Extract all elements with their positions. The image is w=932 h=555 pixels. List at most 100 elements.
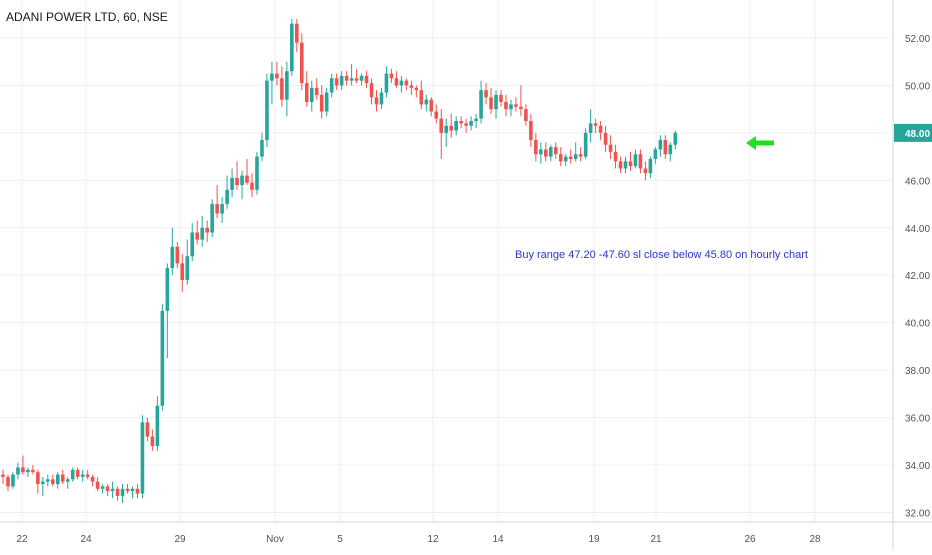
candle-body	[389, 73, 394, 79]
candle-body	[160, 310, 165, 406]
candle-body	[479, 90, 483, 119]
candle-body	[165, 268, 170, 311]
candle-body	[369, 83, 374, 98]
candle	[534, 132, 538, 162]
y-tick-label: 32.00	[905, 509, 930, 520]
candle-body	[180, 263, 185, 280]
candle	[379, 87, 384, 110]
candle-body	[334, 78, 339, 86]
candle	[165, 263, 170, 359]
candle	[295, 18, 299, 53]
last-price-label: 48.00	[905, 129, 930, 140]
candle	[613, 144, 618, 169]
last-price-tag	[894, 123, 932, 142]
candle	[230, 168, 234, 197]
candle	[673, 130, 678, 150]
candle-body	[205, 227, 209, 233]
candle-body	[16, 467, 20, 475]
candle-body	[354, 78, 359, 81]
candle-body	[130, 488, 135, 492]
candle-body	[314, 87, 319, 95]
candle	[1, 469, 5, 485]
candle	[255, 151, 259, 195]
candle-body	[349, 78, 354, 81]
candle	[21, 455, 25, 475]
annotations: Buy range 47.20 -47.60 sl close below 45…	[515, 136, 808, 261]
candle-body	[225, 189, 229, 205]
candle	[275, 61, 279, 86]
candle-body	[324, 92, 329, 112]
candle-body	[374, 97, 379, 105]
candle-body	[290, 23, 294, 72]
candle-body	[588, 123, 593, 133]
candle	[404, 78, 409, 91]
candle	[175, 242, 180, 269]
candle	[344, 71, 349, 86]
candle-body	[319, 94, 324, 112]
candle	[145, 417, 150, 442]
candle	[524, 104, 528, 126]
candle-body	[608, 144, 613, 152]
candle-body	[339, 75, 344, 86]
candle	[195, 220, 200, 245]
candle	[444, 118, 449, 148]
candle	[309, 80, 314, 112]
candle	[424, 94, 429, 112]
candle-body	[344, 75, 349, 81]
candle	[210, 199, 214, 238]
candle-body	[384, 73, 389, 93]
candle	[553, 142, 558, 159]
candle	[105, 484, 110, 496]
x-tick-label: 12	[427, 534, 439, 545]
candle	[36, 469, 40, 494]
candle	[329, 73, 334, 98]
candle	[484, 83, 488, 105]
candle	[663, 135, 668, 159]
candle-body	[454, 121, 458, 131]
candle	[300, 33, 304, 91]
candle-body	[524, 109, 528, 122]
candle-body	[359, 75, 364, 81]
candle-body	[230, 177, 234, 190]
candle-body	[185, 256, 190, 280]
candle-body	[275, 73, 279, 79]
x-tick-label: Nov	[266, 534, 284, 545]
candle	[364, 71, 369, 88]
candle	[598, 121, 603, 140]
y-tick-label: 50.00	[905, 81, 930, 92]
candle	[479, 80, 483, 124]
grid	[0, 0, 893, 522]
candle-body	[583, 132, 588, 157]
candle-body	[55, 474, 60, 485]
candle	[593, 118, 598, 133]
candle	[394, 71, 399, 88]
candle-body	[90, 476, 95, 482]
x-tick-label: 29	[174, 534, 186, 545]
candle-body	[190, 232, 195, 257]
arrow-shape	[746, 136, 774, 150]
candle	[354, 68, 359, 84]
candle-body	[75, 469, 80, 477]
annotation-text: Buy range 47.20 -47.60 sl close below 45…	[515, 249, 808, 261]
candle	[349, 64, 354, 86]
candle-body	[46, 479, 50, 482]
x-tick-label: 24	[80, 534, 92, 545]
candle-body	[668, 144, 673, 155]
candle	[429, 97, 434, 117]
candle-body	[245, 175, 249, 183]
candle-body	[155, 405, 160, 447]
candle	[150, 429, 155, 451]
candle-body	[309, 87, 314, 103]
candle-body	[240, 175, 244, 186]
candle-body	[464, 123, 468, 126]
candle	[648, 156, 653, 178]
arrow-left-icon	[746, 136, 774, 150]
candle	[95, 476, 100, 492]
candle-body	[573, 154, 578, 159]
candle-body	[235, 177, 239, 186]
y-tick-label: 38.00	[905, 366, 930, 377]
candle	[668, 142, 673, 162]
candle-body	[250, 182, 254, 190]
candle	[205, 220, 209, 243]
candle	[240, 170, 244, 200]
